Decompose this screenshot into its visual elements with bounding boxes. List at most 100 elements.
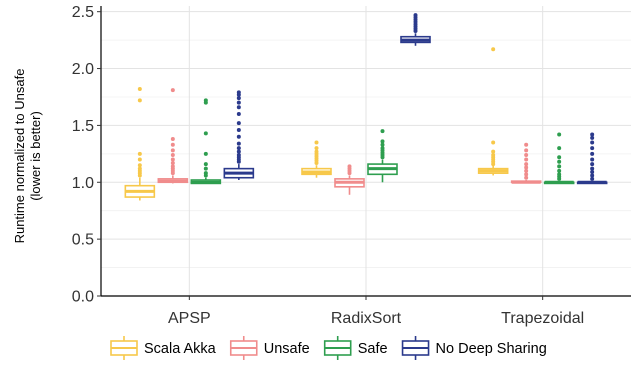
outlier-point: [491, 149, 496, 154]
box-safe-radixsort: [367, 129, 398, 183]
outlier-point: [137, 87, 142, 92]
outlier-point: [590, 157, 595, 162]
outlier-point: [203, 151, 208, 156]
outlier-point: [170, 142, 175, 147]
outlier-point: [236, 146, 241, 151]
box-unsafe-apsp: [157, 88, 189, 184]
outlier-point: [236, 152, 241, 157]
grid: [101, 6, 631, 297]
outlier-point: [590, 176, 595, 181]
outlier-point: [380, 129, 385, 134]
outlier-point: [491, 140, 496, 145]
box-safe-apsp: [190, 98, 222, 185]
outlier-point: [236, 134, 241, 139]
legend-item-no-deep-sharing: No Deep Sharing: [401, 336, 547, 360]
outlier-point: [137, 157, 142, 162]
outlier-point: [170, 157, 175, 162]
outlier-point: [314, 146, 319, 151]
outlier-point: [137, 151, 142, 156]
axes: 0.0 0.5 1.0 1.5 2.0 2.5 APSP RadixSort Trapezoid…: [72, 4, 631, 327]
legend-label: Scala Akka: [144, 341, 217, 357]
outlier-point: [557, 168, 562, 173]
outlier-point: [236, 90, 241, 95]
y-tick-label: 1.0: [72, 175, 94, 192]
y-tick-label: 0.5: [72, 232, 94, 249]
box-scala-akka-trapezoidal: [477, 47, 509, 176]
outlier-point: [236, 105, 241, 110]
outlier-point: [380, 146, 385, 151]
box-no-deep-sharing-trapezoidal: [576, 132, 608, 185]
box-no-deep-sharing-apsp: [223, 90, 255, 180]
y-tick-label: 1.5: [72, 118, 94, 135]
outlier-point: [590, 162, 595, 167]
outlier-point: [524, 162, 529, 167]
box-scala-akka-radixsort: [301, 140, 332, 178]
outlier-point: [413, 13, 418, 18]
y-axis-label-line1: Runtime normalized to Unsafe: [12, 69, 27, 244]
legend-item-safe: Safe: [323, 336, 388, 360]
outlier-point: [236, 141, 241, 146]
outlier-point: [170, 148, 175, 153]
outlier-point: [557, 164, 562, 169]
y-tick-label: 0.0: [72, 289, 94, 306]
outlier-point: [203, 171, 208, 176]
outlier-point: [170, 152, 175, 157]
outlier-point: [590, 166, 595, 171]
outlier-point: [314, 149, 319, 154]
outlier-point: [203, 162, 208, 167]
outlier-point: [524, 168, 529, 173]
outlier-point: [557, 172, 562, 177]
outlier-point: [590, 151, 595, 156]
outlier-point: [236, 96, 241, 101]
outlier-point: [491, 47, 496, 52]
outlier-point: [203, 131, 208, 136]
legend-item-unsafe: Unsafe: [229, 336, 310, 360]
outlier-point: [524, 152, 529, 157]
box-safe-trapezoidal: [543, 132, 575, 185]
outlier-point: [236, 112, 241, 117]
y-axis-label: Runtime normalized to Unsafe (lower is b…: [12, 69, 43, 244]
legend-label: Unsafe: [264, 341, 310, 357]
outlier-point: [524, 172, 529, 177]
outlier-point: [491, 152, 496, 157]
boxes-layer: [124, 13, 608, 201]
outlier-point: [524, 175, 529, 180]
outlier-point: [203, 98, 208, 103]
box-unsafe-trapezoidal: [510, 142, 542, 184]
outlier-point: [590, 135, 595, 140]
box-unsafe-radixsort: [334, 164, 365, 195]
outlier-point: [170, 88, 175, 93]
box-no-deep-sharing-radixsort: [400, 13, 431, 46]
legend: Scala Akka Unsafe Safe No Deep Sharing: [110, 336, 547, 360]
outlier-point: [380, 139, 385, 144]
outlier-point: [590, 173, 595, 178]
outlier-point: [170, 160, 175, 165]
y-axis-label-line2: (lower is better): [28, 111, 43, 201]
y-tick-label: 2.5: [72, 4, 94, 21]
outlier-point: [557, 155, 562, 160]
outlier-point: [236, 149, 241, 154]
outlier-point: [524, 165, 529, 170]
outlier-point: [314, 140, 319, 145]
outlier-point: [557, 159, 562, 164]
outlier-point: [236, 127, 241, 132]
outlier-point: [137, 98, 142, 103]
outlier-point: [590, 140, 595, 145]
y-tick-label: 2.0: [72, 61, 94, 78]
box-scala-akka-apsp: [124, 87, 156, 201]
outlier-point: [590, 132, 595, 137]
outlier-point: [137, 166, 142, 171]
outlier-point: [590, 146, 595, 151]
legend-item-scala-akka: Scala Akka: [110, 336, 217, 360]
outlier-point: [380, 142, 385, 147]
outlier-point: [524, 142, 529, 147]
outlier-point: [524, 157, 529, 162]
outlier-point: [236, 121, 241, 126]
outlier-point: [557, 146, 562, 151]
x-tick-label: Trapezoidal: [501, 310, 584, 327]
outlier-point: [347, 164, 352, 169]
outlier-point: [170, 137, 175, 142]
legend-label: No Deep Sharing: [436, 341, 547, 357]
outlier-point: [557, 132, 562, 137]
